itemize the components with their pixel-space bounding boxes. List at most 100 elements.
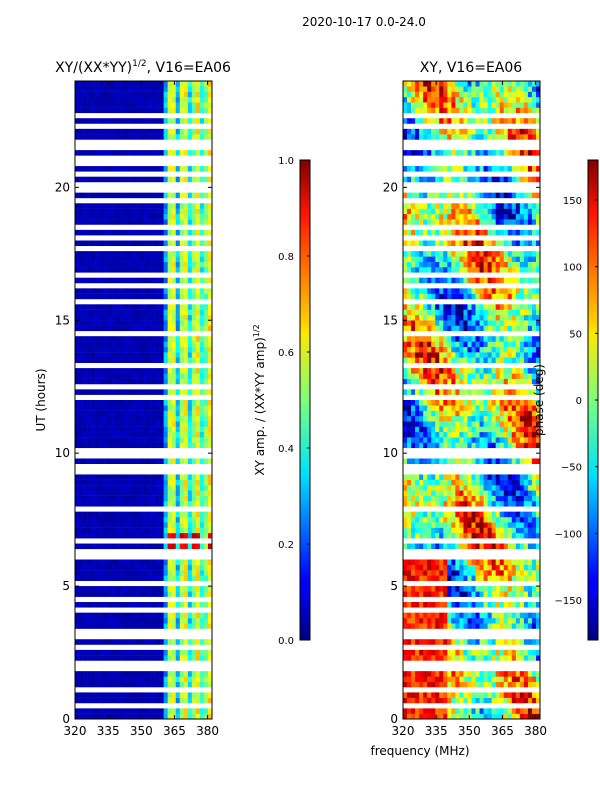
heatmap-cell xyxy=(155,681,160,688)
heatmap-cell xyxy=(191,479,197,486)
heatmap-cell xyxy=(115,671,120,677)
heatmap-cell xyxy=(207,676,213,682)
heatmap-cell xyxy=(103,421,108,427)
heatmap-cell xyxy=(411,671,416,677)
heatmap-cell xyxy=(487,692,492,698)
heatmap-cell xyxy=(99,570,104,576)
heatmap-cell xyxy=(199,681,205,688)
heatmap-cell xyxy=(159,368,164,374)
heatmap-cell xyxy=(463,426,468,433)
heatmap-cell xyxy=(411,261,416,268)
heatmap-cell xyxy=(411,389,416,395)
heatmap-cell xyxy=(495,267,501,273)
heatmap-cell xyxy=(151,649,156,656)
heatmap-cell xyxy=(535,586,541,592)
heatmap-cell xyxy=(99,118,104,124)
heatmap-cell xyxy=(143,575,148,581)
heatmap-cell xyxy=(415,293,420,300)
heatmap-cell xyxy=(423,251,428,257)
heatmap-cell xyxy=(167,415,173,422)
heatmap-cell xyxy=(459,378,464,385)
heatmap-cell xyxy=(179,118,185,124)
heatmap-cell xyxy=(171,570,177,576)
heatmap-cell xyxy=(115,118,120,124)
heatmap-cell xyxy=(455,421,460,427)
heatmap-cell xyxy=(507,708,513,714)
heatmap-cell xyxy=(415,681,420,688)
heatmap-cell xyxy=(79,325,84,332)
heatmap-cell xyxy=(535,474,541,480)
heatmap-cell xyxy=(111,118,116,124)
heatmap-cell xyxy=(495,708,501,714)
heatmap-cell xyxy=(439,602,444,608)
heatmap-cell xyxy=(95,203,100,209)
heatmap-cell xyxy=(123,134,128,140)
heatmap-cell xyxy=(487,681,492,688)
heatmap-cell xyxy=(451,591,456,597)
heatmap-cell xyxy=(463,325,468,332)
heatmap-cell xyxy=(191,415,197,422)
heatmap-cell xyxy=(463,304,468,310)
heatmap-cell xyxy=(83,389,88,395)
heatmap-cell xyxy=(523,617,529,624)
heatmap-cell xyxy=(131,320,136,326)
heatmap-cell xyxy=(495,676,501,682)
heatmap-cell xyxy=(499,575,505,581)
heatmap-cell xyxy=(155,676,160,682)
heatmap-cell xyxy=(135,81,140,87)
heatmap-cell xyxy=(511,309,517,316)
heatmap-cell xyxy=(475,516,480,523)
heatmap-cell xyxy=(103,495,108,502)
heatmap-cell xyxy=(135,612,140,619)
heatmap-cell xyxy=(439,713,444,720)
heatmap-cell xyxy=(175,671,181,677)
heatmap-cell xyxy=(507,373,513,379)
heatmap-cell xyxy=(183,176,189,183)
heatmap-cell xyxy=(475,389,480,395)
heatmap-cell xyxy=(467,437,472,443)
heatmap-cell xyxy=(515,617,521,624)
heatmap-cell xyxy=(187,564,193,571)
heatmap-cell xyxy=(111,458,116,464)
heatmap-cell xyxy=(415,405,420,411)
heatmap-cell xyxy=(499,288,505,294)
heatmap-cell xyxy=(459,256,464,262)
heatmap-cell xyxy=(147,532,152,539)
heatmap-cell xyxy=(83,527,88,534)
heatmap-cell xyxy=(83,325,88,332)
heatmap-cell xyxy=(507,479,513,486)
heatmap-cell xyxy=(507,543,513,550)
heatmap-cell xyxy=(95,277,100,284)
heatmap-cell xyxy=(83,612,88,619)
heatmap-cell xyxy=(443,320,448,326)
heatmap-cell xyxy=(199,649,205,656)
heatmap-cell xyxy=(191,639,197,645)
heatmap-cell xyxy=(151,150,156,156)
heatmap-cell xyxy=(499,437,505,443)
heatmap-cell xyxy=(131,474,136,480)
heatmap-cell xyxy=(87,431,92,438)
heatmap-cell xyxy=(195,102,201,108)
heatmap-cell xyxy=(151,522,156,528)
heatmap-cell xyxy=(155,208,160,215)
heatmap-cell xyxy=(123,431,128,438)
heatmap-cell xyxy=(467,697,472,704)
heatmap-cell xyxy=(143,559,148,566)
heatmap-cell xyxy=(487,341,492,348)
heatmap-cell xyxy=(135,134,140,140)
heatmap-cell xyxy=(95,336,100,342)
heatmap-cell xyxy=(147,192,152,199)
heatmap-cell xyxy=(87,564,92,571)
heatmap-cell xyxy=(427,277,432,284)
heatmap-cell xyxy=(143,437,148,443)
heatmap-cell xyxy=(115,458,120,464)
heatmap-cell xyxy=(87,81,92,87)
heatmap-cell xyxy=(183,591,189,597)
heatmap-cell xyxy=(155,602,160,608)
heatmap-cell xyxy=(179,586,185,592)
heatmap-cell xyxy=(499,617,505,624)
heatmap-cell xyxy=(123,86,128,92)
heatmap-cell xyxy=(467,373,472,379)
heatmap-cell xyxy=(183,602,189,608)
heatmap-cell xyxy=(91,107,96,114)
